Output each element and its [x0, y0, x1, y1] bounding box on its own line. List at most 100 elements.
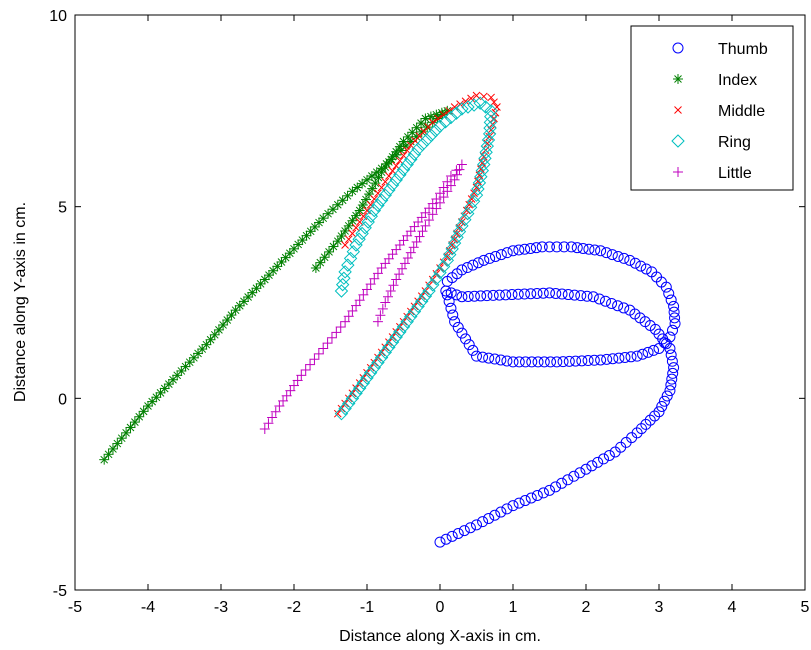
data-point [507, 356, 519, 368]
data-point [462, 206, 471, 215]
data-point [468, 290, 480, 302]
x-tick-label: -1 [360, 599, 374, 616]
data-point [410, 302, 419, 311]
x-tick-label: 1 [509, 599, 518, 616]
data-point [357, 200, 368, 211]
data-point [489, 509, 501, 521]
data-point [446, 530, 458, 542]
data-point [471, 519, 482, 531]
data-point [667, 367, 679, 379]
data-point [507, 500, 519, 512]
data-point [270, 406, 281, 417]
data-point [393, 325, 407, 339]
data-point [477, 516, 489, 528]
data-point [323, 208, 334, 219]
data-point [382, 183, 396, 197]
data-point [485, 132, 494, 141]
data-point [454, 164, 465, 175]
data-point [436, 259, 451, 274]
data-point [418, 289, 433, 303]
data-point [405, 247, 416, 258]
data-point [479, 145, 493, 159]
data-point [506, 289, 518, 301]
data-point [530, 242, 542, 254]
data-point [180, 361, 191, 372]
data-point [441, 289, 453, 301]
legend-marker-thumb [672, 42, 684, 54]
data-point [319, 252, 330, 263]
data-point [443, 252, 452, 261]
data-point [222, 315, 233, 326]
data-point [653, 343, 665, 354]
x-tick-label: 3 [655, 599, 664, 616]
data-point [456, 327, 468, 339]
data-point [475, 290, 487, 302]
data-point [335, 277, 350, 292]
data-point [467, 259, 479, 271]
data-point [331, 327, 342, 338]
data-point [358, 289, 369, 300]
data-point [438, 115, 453, 129]
data-point [458, 218, 466, 226]
series-ring [334, 96, 498, 421]
data-point [601, 353, 613, 365]
data-point [349, 238, 363, 252]
data-point [322, 338, 333, 349]
data-point [490, 98, 498, 107]
y-tick-label: 10 [49, 8, 67, 25]
data-point [336, 231, 347, 242]
y-tick-labels: -5 0 5 10 [49, 8, 67, 600]
data-point [550, 287, 562, 299]
data-point [352, 223, 360, 232]
data-point [387, 151, 398, 162]
data-point [411, 142, 425, 156]
legend-marker-ring [671, 134, 685, 148]
data-point [556, 477, 568, 489]
data-point [483, 512, 495, 524]
legend-marker-little [673, 167, 683, 177]
data-point [451, 289, 463, 301]
data-point [452, 321, 464, 333]
data-point [640, 418, 652, 430]
data-point [388, 280, 399, 291]
data-point [385, 338, 393, 346]
data-point [599, 295, 611, 307]
data-point [363, 368, 371, 377]
data-point [570, 355, 582, 367]
legend-label-middle: Middle [718, 103, 765, 120]
data-point [452, 527, 464, 539]
data-point [664, 385, 676, 397]
data-point [398, 136, 409, 147]
data-point [340, 225, 351, 236]
data-point [422, 284, 436, 298]
data-point [289, 380, 299, 391]
data-point [372, 316, 383, 327]
series-thumb [434, 241, 681, 548]
data-point [607, 353, 619, 365]
data-point [526, 356, 538, 368]
data-point [586, 460, 598, 472]
data-point [259, 424, 270, 434]
data-point [463, 200, 478, 215]
data-point [414, 297, 422, 306]
legend-label-index: Index [718, 72, 757, 89]
data-point [411, 299, 425, 314]
data-point [464, 522, 476, 534]
data-point [619, 351, 631, 363]
data-point [668, 300, 680, 312]
series-little [259, 159, 467, 434]
data-point [562, 474, 574, 486]
data-point [364, 209, 378, 223]
data-point [315, 257, 326, 268]
data-point [359, 374, 368, 382]
data-point [574, 467, 586, 479]
data-point [537, 487, 549, 499]
data-point [369, 273, 380, 284]
data-point [382, 291, 393, 302]
data-point [513, 497, 525, 509]
data-point [595, 245, 607, 257]
data-point [575, 290, 587, 302]
data-point [313, 348, 324, 359]
data-point [407, 147, 422, 161]
data-point [513, 356, 525, 368]
